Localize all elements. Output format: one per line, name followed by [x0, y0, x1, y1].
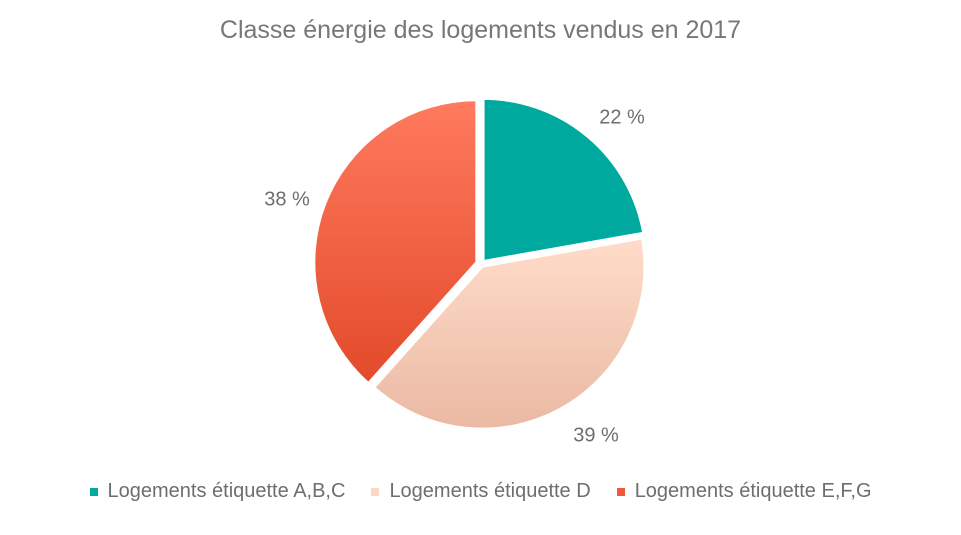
pie-slice-abc [482, 97, 645, 263]
legend-label: Logements étiquette E,F,G [634, 480, 872, 502]
data-label-efg: 38 % [264, 188, 310, 210]
legend-item-abc: Logements étiquette A,B,C [89, 480, 346, 503]
legend-swatch [371, 487, 380, 496]
legend-item-d: Logements étiquette D [371, 480, 591, 503]
pie-slice-efg [313, 99, 478, 385]
data-label-d: 39 % [573, 424, 619, 446]
chart-legend: Logements étiquette A,B,C Logements étiqu… [0, 480, 961, 503]
pie-data-labels: 22 % 39 % 38 % [264, 106, 645, 446]
pie-slices [313, 97, 646, 430]
legend-item-efg: Logements étiquette E,F,G [616, 480, 872, 503]
chart-title: Classe énergie des logements vendus en 2… [219, 16, 742, 44]
legend-label: Logements étiquette D [389, 480, 591, 502]
pie-slice-d [373, 237, 646, 430]
legend-swatch [89, 487, 98, 496]
legend-label: Logements étiquette A,B,C [107, 480, 346, 502]
data-label-abc: 22 % [599, 106, 645, 128]
legend-swatch [616, 487, 625, 496]
